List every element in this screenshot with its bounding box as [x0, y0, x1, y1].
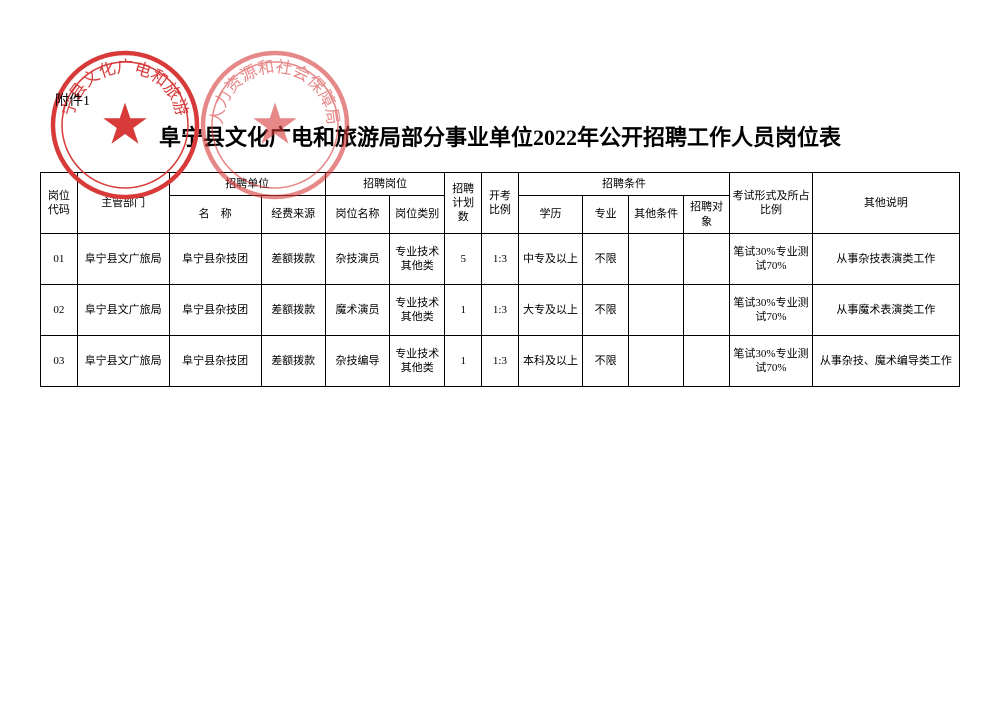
cell-exam: 笔试30%专业测试70% — [730, 335, 813, 386]
cell-ratio: 1:3 — [482, 233, 519, 284]
attachment-label: 附件1 — [55, 90, 90, 110]
cell-pos: 杂技演员 — [325, 233, 389, 284]
col-ratio: 开考比例 — [482, 173, 519, 234]
job-table: 岗位代码 主管部门 招聘单位 招聘岗位 招聘计划数 开考比例 招聘条件 考试形式… — [40, 172, 960, 387]
cell-major: 不限 — [583, 335, 629, 386]
cell-note: 从事杂技、魔术编导类工作 — [812, 335, 959, 386]
cell-exam: 笔试30%专业测试70% — [730, 284, 813, 335]
cell-fund: 差额拨款 — [261, 335, 325, 386]
col-other: 其他条件 — [629, 196, 684, 234]
table-row: 01阜宁县文广旅局阜宁县杂技团差额拨款杂技演员专业技术其他类51:3中专及以上不… — [41, 233, 960, 284]
cell-target — [684, 233, 730, 284]
cell-dept: 阜宁县文广旅局 — [77, 233, 169, 284]
cell-cat: 专业技术其他类 — [390, 284, 445, 335]
cell-note: 从事魔术表演类工作 — [812, 284, 959, 335]
col-unit-name: 名 称 — [169, 196, 261, 234]
cell-pos: 杂技编导 — [325, 335, 389, 386]
official-stamp-1: 阜宁县文化广电和旅游局 — [50, 50, 200, 200]
col-note: 其他说明 — [812, 173, 959, 234]
col-edu: 学历 — [518, 196, 582, 234]
cell-ratio: 1:3 — [482, 284, 519, 335]
cell-other — [629, 335, 684, 386]
cell-target — [684, 284, 730, 335]
cell-edu: 本科及以上 — [518, 335, 582, 386]
cell-target — [684, 335, 730, 386]
page: 阜宁县文化广电和旅游局 人力资源和社会保障局 附件1 阜宁县文化广电和旅游局部分… — [0, 0, 1000, 704]
cell-ratio: 1:3 — [482, 335, 519, 386]
cell-dept: 阜宁县文广旅局 — [77, 335, 169, 386]
cell-code: 01 — [41, 233, 78, 284]
table-row: 03阜宁县文广旅局阜宁县杂技团差额拨款杂技编导专业技术其他类11:3本科及以上不… — [41, 335, 960, 386]
cell-other — [629, 284, 684, 335]
cell-cat: 专业技术其他类 — [390, 233, 445, 284]
cell-other — [629, 233, 684, 284]
cell-plan: 1 — [445, 284, 482, 335]
col-pos-cat: 岗位类别 — [390, 196, 445, 234]
col-pos-name: 岗位名称 — [325, 196, 389, 234]
cell-exam: 笔试30%专业测试70% — [730, 233, 813, 284]
cell-note: 从事杂技表演类工作 — [812, 233, 959, 284]
cell-unit: 阜宁县杂技团 — [169, 335, 261, 386]
cell-major: 不限 — [583, 284, 629, 335]
cell-unit: 阜宁县杂技团 — [169, 284, 261, 335]
cell-pos: 魔术演员 — [325, 284, 389, 335]
official-stamp-2: 人力资源和社会保障局 — [200, 50, 350, 200]
col-exam: 考试形式及所占比例 — [730, 173, 813, 234]
cell-plan: 1 — [445, 335, 482, 386]
table-row: 02阜宁县文广旅局阜宁县杂技团差额拨款魔术演员专业技术其他类11:3大专及以上不… — [41, 284, 960, 335]
col-cond-group: 招聘条件 — [518, 173, 729, 196]
cell-dept: 阜宁县文广旅局 — [77, 284, 169, 335]
col-fund: 经费来源 — [261, 196, 325, 234]
cell-major: 不限 — [583, 233, 629, 284]
cell-cat: 专业技术其他类 — [390, 335, 445, 386]
cell-code: 02 — [41, 284, 78, 335]
cell-edu: 大专及以上 — [518, 284, 582, 335]
col-plan: 招聘计划数 — [445, 173, 482, 234]
col-major: 专业 — [583, 196, 629, 234]
cell-fund: 差额拨款 — [261, 284, 325, 335]
table-body: 01阜宁县文广旅局阜宁县杂技团差额拨款杂技演员专业技术其他类51:3中专及以上不… — [41, 233, 960, 386]
cell-plan: 5 — [445, 233, 482, 284]
cell-unit: 阜宁县杂技团 — [169, 233, 261, 284]
cell-edu: 中专及以上 — [518, 233, 582, 284]
cell-fund: 差额拨款 — [261, 233, 325, 284]
col-target: 招聘对象 — [684, 196, 730, 234]
cell-code: 03 — [41, 335, 78, 386]
